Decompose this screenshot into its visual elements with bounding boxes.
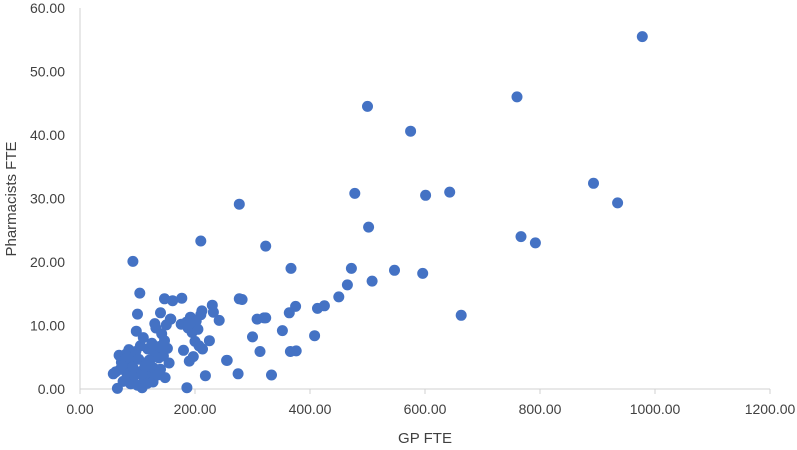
data-point xyxy=(183,318,195,330)
data-point xyxy=(405,125,417,137)
x-tick-label: 400.00 xyxy=(289,401,332,417)
data-point xyxy=(199,370,211,382)
data-point xyxy=(143,354,155,366)
data-point xyxy=(221,354,233,366)
data-point xyxy=(161,342,173,354)
data-point xyxy=(260,312,272,324)
data-point xyxy=(349,187,361,199)
data-point xyxy=(195,235,207,247)
data-point xyxy=(155,363,166,375)
data-point xyxy=(197,343,208,355)
data-point xyxy=(134,287,146,299)
data-point xyxy=(254,346,266,357)
data-point xyxy=(588,177,599,189)
y-axis-title: Pharmacists FTE xyxy=(3,141,20,256)
data-point xyxy=(636,31,648,43)
data-point xyxy=(444,186,456,198)
x-tick-label: 200.00 xyxy=(174,401,217,417)
data-point xyxy=(266,369,277,381)
y-tick-labels: 0.00 10.00 20.00 30.00 40.00 50.00 60.00 xyxy=(30,0,65,397)
data-point xyxy=(417,267,429,279)
y-tick-label: 30.00 xyxy=(30,191,65,207)
x-tick-label: 800.00 xyxy=(519,401,562,417)
data-point xyxy=(283,307,295,319)
y-tick-label: 0.00 xyxy=(38,381,65,397)
data-point xyxy=(455,309,467,321)
data-points xyxy=(107,31,648,394)
y-tick-label: 60.00 xyxy=(30,0,65,16)
data-point xyxy=(178,344,189,356)
data-point xyxy=(318,300,330,312)
data-point xyxy=(116,360,128,371)
data-point xyxy=(420,189,432,201)
x-tick-label: 0.00 xyxy=(66,401,93,417)
y-tick-label: 20.00 xyxy=(30,254,65,270)
data-point xyxy=(345,262,357,274)
data-point xyxy=(233,198,245,210)
data-point xyxy=(167,295,179,307)
data-point xyxy=(276,325,288,337)
x-tick-label: 1000.00 xyxy=(630,401,681,417)
data-point xyxy=(207,306,219,318)
data-point xyxy=(159,372,171,384)
data-point xyxy=(233,293,245,305)
data-point xyxy=(333,291,345,303)
data-point xyxy=(176,292,188,304)
data-point xyxy=(285,262,297,274)
data-point xyxy=(132,308,143,320)
data-point xyxy=(511,91,523,103)
data-point xyxy=(137,332,149,344)
data-point xyxy=(187,351,199,363)
data-point xyxy=(612,197,624,209)
data-point xyxy=(163,357,175,369)
data-point xyxy=(515,231,527,243)
data-point xyxy=(260,240,272,252)
data-point xyxy=(309,330,321,342)
x-tick-label: 1200.00 xyxy=(745,401,796,417)
data-point xyxy=(181,382,193,394)
data-point xyxy=(127,255,139,267)
data-point xyxy=(247,331,258,343)
data-point xyxy=(130,325,142,337)
data-point xyxy=(213,314,225,326)
data-point xyxy=(155,307,166,319)
data-point xyxy=(203,335,215,347)
data-point xyxy=(389,264,400,276)
data-point xyxy=(529,237,541,249)
y-tick-label: 50.00 xyxy=(30,64,65,80)
data-point xyxy=(363,221,375,233)
x-tick-label: 600.00 xyxy=(404,401,447,417)
x-tick-labels: 0.00 200.00 400.00 600.00 800.00 1000.00 1200.… xyxy=(66,401,795,417)
data-point xyxy=(195,309,207,321)
data-point xyxy=(362,100,373,112)
data-point xyxy=(366,275,378,287)
y-tick-label: 40.00 xyxy=(30,127,65,143)
data-point xyxy=(127,361,139,373)
y-tick-label: 10.00 xyxy=(30,318,65,334)
data-point xyxy=(164,313,176,325)
x-tick-marks xyxy=(79,389,771,394)
data-point xyxy=(192,323,204,335)
x-axis-title: GP FTE xyxy=(398,430,452,447)
data-point xyxy=(232,368,244,380)
data-point xyxy=(341,279,353,291)
data-point xyxy=(290,345,302,357)
